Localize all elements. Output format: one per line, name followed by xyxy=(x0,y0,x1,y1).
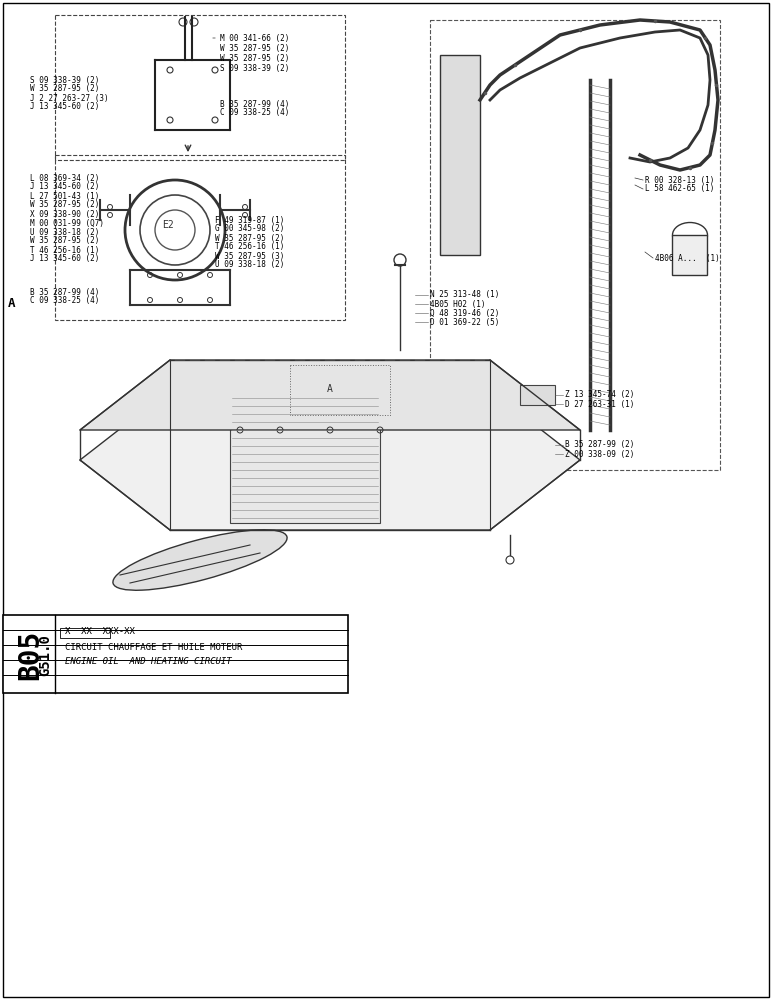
Bar xyxy=(290,365,390,415)
Text: L 08 369-34 (2): L 08 369-34 (2) xyxy=(30,174,100,182)
Text: L 58 462-65 (1): L 58 462-65 (1) xyxy=(645,184,714,194)
Text: W 35 287-95 (2): W 35 287-95 (2) xyxy=(30,200,100,210)
Text: B 35 287-99 (4): B 35 287-99 (4) xyxy=(30,288,100,296)
Bar xyxy=(230,393,380,523)
Text: U 09 338-18 (2): U 09 338-18 (2) xyxy=(30,228,100,236)
Text: D 27 263-31 (1): D 27 263-31 (1) xyxy=(565,399,635,408)
Bar xyxy=(55,155,345,320)
Text: T 46 256-16 (1): T 46 256-16 (1) xyxy=(30,245,100,254)
Text: L 27 501-43 (1): L 27 501-43 (1) xyxy=(30,192,100,200)
Text: 4B05 H02 (1): 4B05 H02 (1) xyxy=(430,300,486,308)
Text: X 09 338-90 (2): X 09 338-90 (2) xyxy=(30,210,100,219)
Text: R 00 328-13 (1): R 00 328-13 (1) xyxy=(645,176,714,184)
Bar xyxy=(440,55,480,255)
Text: E2: E2 xyxy=(162,220,174,230)
Text: J 2 27 263-27 (3): J 2 27 263-27 (3) xyxy=(30,94,109,103)
Text: S 09 338-39 (2): S 09 338-39 (2) xyxy=(30,76,100,85)
Text: U 09 338-18 (2): U 09 338-18 (2) xyxy=(215,260,284,269)
Text: J 13 345-60 (2): J 13 345-60 (2) xyxy=(30,103,100,111)
Text: G 00 345-98 (2): G 00 345-98 (2) xyxy=(215,225,284,233)
Text: W 35 287-95 (2): W 35 287-95 (2) xyxy=(30,85,100,94)
Text: Q 48 319-46 (2): Q 48 319-46 (2) xyxy=(430,308,499,318)
Text: W 35 287-95 (2): W 35 287-95 (2) xyxy=(220,53,290,62)
Bar xyxy=(60,628,110,638)
Text: W 35 287-95 (2): W 35 287-95 (2) xyxy=(220,43,290,52)
Text: 4B06 A...  (1): 4B06 A... (1) xyxy=(655,253,720,262)
Text: X  XX  XXX-XX: X XX XXX-XX xyxy=(65,627,135,636)
Text: M 00 341-66 (2): M 00 341-66 (2) xyxy=(220,33,290,42)
Text: W 35 287-95 (2): W 35 287-95 (2) xyxy=(215,233,284,242)
Text: M 00 031-99 (Q7): M 00 031-99 (Q7) xyxy=(30,219,104,228)
Text: C 09 338-25 (4): C 09 338-25 (4) xyxy=(220,108,290,117)
Text: ENGINE OIL  AND HEATING CIRCUIT: ENGINE OIL AND HEATING CIRCUIT xyxy=(65,657,232,666)
Text: Z 00 338-09 (2): Z 00 338-09 (2) xyxy=(565,450,635,458)
Polygon shape xyxy=(80,390,580,530)
Ellipse shape xyxy=(113,530,287,590)
Text: F 49 319-87 (1): F 49 319-87 (1) xyxy=(215,216,284,225)
Text: A: A xyxy=(8,297,15,310)
Text: B 35 287-99 (4): B 35 287-99 (4) xyxy=(220,100,290,108)
Text: W 35 287-95 (2): W 35 287-95 (2) xyxy=(30,236,100,245)
Text: J 13 345-60 (2): J 13 345-60 (2) xyxy=(30,254,100,263)
Polygon shape xyxy=(80,360,580,430)
Text: A: A xyxy=(327,384,333,394)
Bar xyxy=(672,235,707,275)
Text: S 09 338-39 (2): S 09 338-39 (2) xyxy=(220,64,290,73)
Text: T 46 256-16 (1): T 46 256-16 (1) xyxy=(215,242,284,251)
Text: Z 13 345-74 (2): Z 13 345-74 (2) xyxy=(565,390,635,399)
Text: W 35 287-95 (3): W 35 287-95 (3) xyxy=(215,251,284,260)
Bar xyxy=(520,385,555,405)
Bar xyxy=(430,20,720,470)
Text: CIRCUIT CHAUFFAGE ET HUILE MOTEUR: CIRCUIT CHAUFFAGE ET HUILE MOTEUR xyxy=(65,643,242,652)
Text: J 13 345-60 (2): J 13 345-60 (2) xyxy=(30,182,100,192)
Bar xyxy=(55,15,345,160)
Text: N 25 313-48 (1): N 25 313-48 (1) xyxy=(430,290,499,300)
Bar xyxy=(3,615,348,693)
Text: B05: B05 xyxy=(16,630,44,680)
Text: B 35 287-99 (2): B 35 287-99 (2) xyxy=(565,440,635,450)
Text: C 09 338-25 (4): C 09 338-25 (4) xyxy=(30,296,100,306)
Text: D 01 369-22 (5): D 01 369-22 (5) xyxy=(430,318,499,326)
Text: G51.0: G51.0 xyxy=(38,634,52,676)
